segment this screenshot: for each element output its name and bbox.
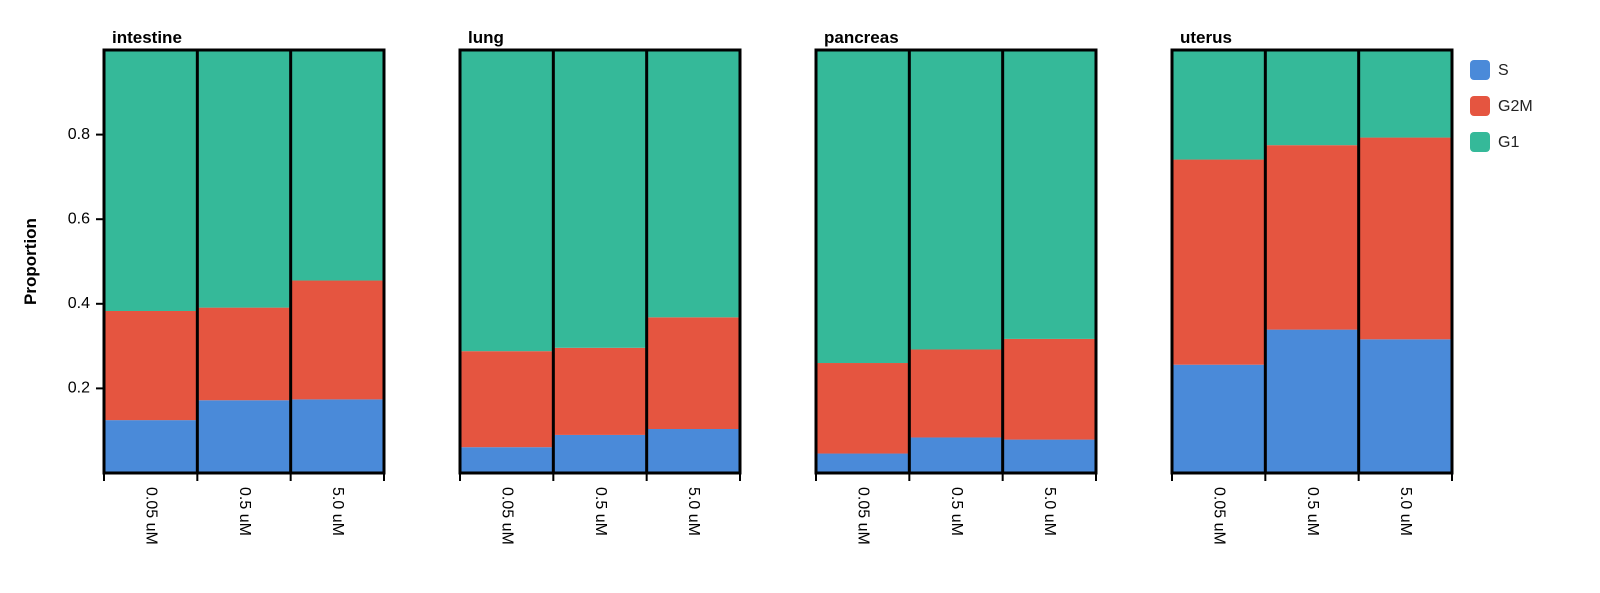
bar-pancreas-5.0uM-G2M — [1002, 338, 1096, 440]
bar-intestine-0.5uM-G1 — [197, 50, 291, 308]
legend-swatch-S — [1470, 60, 1490, 80]
bar-pancreas-0.5uM-G2M — [909, 349, 1003, 438]
x-tick-label: 0.05 uM — [142, 487, 159, 545]
bar-lung-5.0uM-G2M — [646, 317, 740, 430]
bar-lung-0.5uM-G1 — [553, 50, 647, 348]
bar-lung-0.05uM-G1 — [460, 50, 554, 352]
bar-uterus-5.0uM-G1 — [1358, 50, 1452, 138]
bar-lung-5.0uM-S — [646, 429, 740, 473]
bar-intestine-0.5uM-G2M — [197, 307, 291, 401]
panel-frame — [102, 48, 386, 475]
bar-uterus-0.05uM-G1 — [1172, 50, 1266, 160]
panel-pancreas: 0.05 uM 0.5 uM 5.0 uM pancreas — [814, 28, 1098, 545]
panel-title: uterus — [1180, 28, 1232, 47]
legend-swatch-G1 — [1470, 132, 1490, 152]
bar-pancreas-0.5uM-S — [909, 437, 1003, 473]
bar-lung-0.05uM-S — [460, 447, 554, 473]
bar-uterus-5.0uM-G2M — [1358, 137, 1452, 340]
x-tick-label: 0.5 uM — [948, 487, 965, 536]
x-tick-label: 0.5 uM — [236, 487, 253, 536]
panel-frame — [458, 48, 742, 475]
bar-pancreas-0.05uM-G2M — [816, 363, 910, 454]
bar-pancreas-5.0uM-G1 — [1002, 50, 1096, 339]
panel-title: lung — [468, 28, 504, 47]
bar-pancreas-0.05uM-S — [816, 453, 910, 473]
x-tick-label: 5.0 uM — [329, 487, 346, 536]
bar-pancreas-0.5uM-G1 — [909, 50, 1003, 350]
bar-lung-5.0uM-G1 — [646, 50, 740, 318]
panels-layer: 0.05 uM 0.5 uM 5.0 uM intestine 0.05 uM 0.5 u… — [102, 28, 1454, 545]
y-tick-label: 0.8 — [68, 126, 90, 143]
bar-intestine-5.0uM-S — [290, 399, 384, 473]
y-tick-label: 0.6 — [68, 210, 90, 227]
panel-uterus: 0.05 uM 0.5 uM 5.0 uM uterus — [1170, 28, 1454, 545]
panel-title: pancreas — [824, 28, 899, 47]
panel-intestine: 0.05 uM 0.5 uM 5.0 uM intestine — [102, 28, 386, 545]
legend-label-S: S — [1498, 62, 1509, 79]
panel-frame — [1170, 48, 1454, 475]
bar-lung-0.5uM-G2M — [553, 347, 647, 435]
legend-label-G1: G1 — [1498, 134, 1519, 151]
x-tick-label: 0.05 uM — [1210, 487, 1227, 545]
bar-intestine-5.0uM-G2M — [290, 280, 384, 400]
y-tick-label: 0.2 — [68, 380, 90, 397]
x-tick-label: 0.5 uM — [592, 487, 609, 536]
bar-intestine-0.05uM-G2M — [104, 310, 198, 421]
x-tick-label: 0.05 uM — [854, 487, 871, 545]
legend: S G2M G1 — [1470, 60, 1533, 152]
bar-intestine-5.0uM-G1 — [290, 50, 384, 281]
x-tick-label: 5.0 uM — [685, 487, 702, 536]
bar-pancreas-5.0uM-S — [1002, 439, 1096, 473]
legend-label-G2M: G2M — [1498, 98, 1533, 115]
bar-uterus-0.5uM-G1 — [1265, 50, 1359, 146]
y-axis-title: Proportion — [21, 218, 40, 305]
x-tick-label: 0.5 uM — [1304, 487, 1321, 536]
bar-uterus-5.0uM-S — [1358, 339, 1452, 473]
bar-intestine-0.05uM-S — [104, 420, 198, 473]
panel-title: intestine — [112, 28, 182, 47]
legend-swatch-G2M — [1470, 96, 1490, 116]
panel-lung: 0.05 uM 0.5 uM 5.0 uM lung — [458, 28, 742, 545]
bar-pancreas-0.05uM-G1 — [816, 50, 910, 364]
x-tick-label: 0.05 uM — [498, 487, 515, 545]
bar-uterus-0.05uM-G2M — [1172, 159, 1266, 365]
bar-uterus-0.5uM-G2M — [1265, 145, 1359, 330]
bar-uterus-0.05uM-S — [1172, 364, 1266, 473]
bar-intestine-0.5uM-S — [197, 400, 291, 473]
y-axis: 0.2 0.4 0.6 0.8 Proportion — [21, 126, 104, 397]
y-tick-label: 0.4 — [68, 295, 90, 312]
bar-intestine-0.05uM-G1 — [104, 50, 198, 311]
bar-lung-0.5uM-S — [553, 434, 647, 473]
bar-lung-0.05uM-G2M — [460, 351, 554, 448]
x-tick-label: 5.0 uM — [1041, 487, 1058, 536]
x-tick-label: 5.0 uM — [1397, 487, 1414, 536]
panel-frame — [814, 48, 1098, 475]
bar-uterus-0.5uM-S — [1265, 329, 1359, 473]
